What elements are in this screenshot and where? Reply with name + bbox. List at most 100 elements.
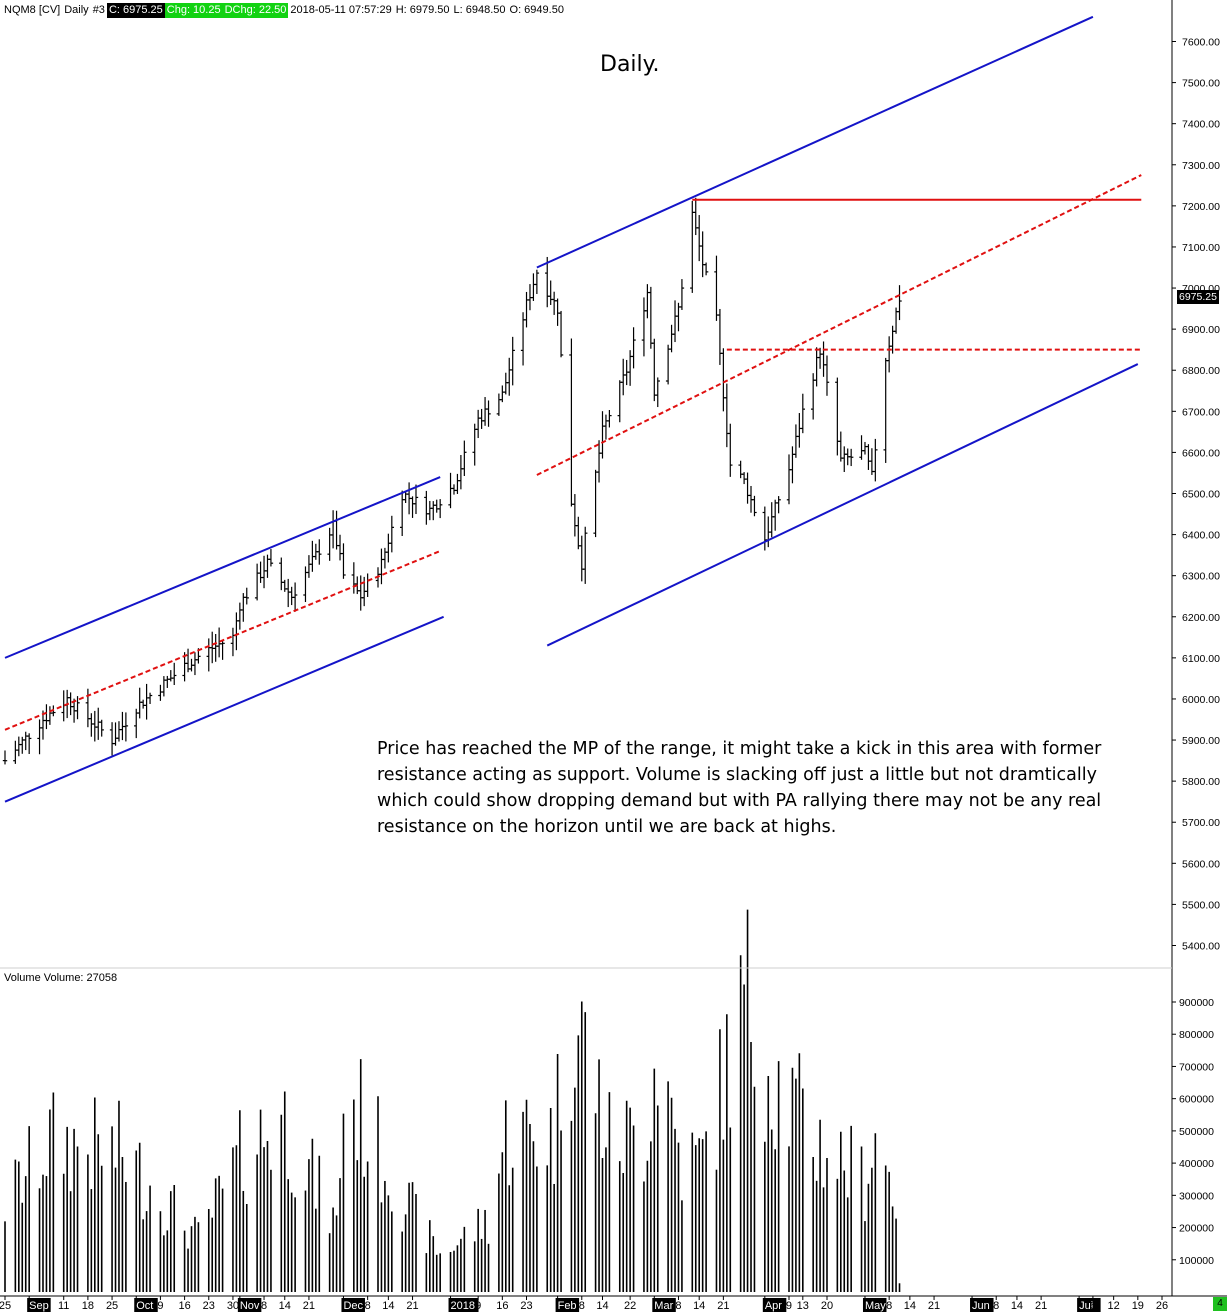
price-tick-label: 7400.00 (1182, 119, 1220, 131)
day-label: 11 (58, 1300, 69, 1312)
window-label: #3 (92, 4, 105, 16)
month-label-box (237, 1298, 262, 1312)
volume-axis: 100000 200000 300000 400000 500000 600000 7000… (1172, 997, 1214, 1267)
month-label-box (448, 1298, 479, 1312)
volume-tick-label: 300000 (1179, 1190, 1214, 1202)
volume-tick-label: 700000 (1179, 1061, 1214, 1073)
month-label-box (134, 1298, 158, 1312)
day-label: 13 (797, 1300, 809, 1312)
price-tick-label: 7300.00 (1182, 160, 1220, 172)
volume-tick-label: 900000 (1179, 997, 1214, 1009)
day-label: 25 (0, 1300, 11, 1312)
price-bars (2, 197, 902, 765)
day-label: 8 (993, 1300, 999, 1312)
volume-tick-label: 400000 (1179, 1158, 1214, 1170)
day-label: 21 (928, 1300, 940, 1312)
month-label: May (865, 1300, 886, 1312)
month-label-box (27, 1298, 51, 1312)
day-label: 21 (303, 1300, 315, 1312)
open-value: O: 6949.50 (509, 4, 564, 16)
price-tick-label: 5500.00 (1182, 899, 1220, 911)
price-tick-label: 7200.00 (1182, 201, 1220, 213)
price-tick-label: 5900.00 (1182, 735, 1220, 747)
volume-tick-label: 100000 (1179, 1255, 1214, 1267)
day-label: 8 (365, 1300, 371, 1312)
day-label: 14 (693, 1300, 705, 1312)
month-label: Apr (765, 1300, 782, 1312)
price-tick-label: 7600.00 (1182, 37, 1220, 49)
day-label: 9 (786, 1300, 792, 1312)
day-label: 26 (1156, 1300, 1168, 1312)
volume-pane-label: Volume Volume: 27058 (4, 972, 118, 984)
day-label: 25 (106, 1300, 118, 1312)
month-label: Jun (972, 1300, 990, 1312)
month-label: Nov (240, 1300, 260, 1312)
price-tick-label: 5600.00 (1182, 858, 1220, 870)
high-value: H: 6979.50 (395, 4, 450, 16)
day-label: 14 (382, 1300, 394, 1312)
price-tick-label: 6400.00 (1182, 530, 1220, 542)
day-label: 16 (496, 1300, 508, 1312)
day-label: 14 (904, 1300, 916, 1312)
price-tick-label: 5400.00 (1182, 941, 1220, 953)
volume-tick-label: 600000 (1179, 1094, 1214, 1106)
price-tick-label: 6300.00 (1182, 571, 1220, 583)
month-label-box (652, 1298, 676, 1312)
month-label: Dec (343, 1300, 363, 1312)
low-value: L: 6948.50 (453, 4, 506, 16)
trend-lines (4, 15, 1142, 803)
month-label-box (970, 1298, 994, 1312)
month-label: Mar (654, 1300, 673, 1312)
day-label: 14 (279, 1300, 291, 1312)
day-label: 6 (1090, 1300, 1096, 1312)
channel-1-upper-line (4, 476, 441, 659)
day-label: 21 (717, 1300, 729, 1312)
month-label: Feb (558, 1300, 577, 1312)
day-label: 30 (227, 1300, 239, 1312)
price-tick-label: 7100.00 (1182, 242, 1220, 254)
price-tick-label: 6900.00 (1182, 324, 1220, 336)
day-label: 19 (1132, 1300, 1144, 1312)
month-label: 2018 (451, 1300, 475, 1312)
channel-2-mid-line (536, 174, 1142, 476)
channel-2-lower-line (546, 363, 1139, 647)
last-price-marker: 6975.25 (1177, 290, 1219, 304)
volume-tick-label: 200000 (1179, 1223, 1214, 1235)
price-tick-label: 6100.00 (1182, 653, 1220, 665)
chart-title-annotation: Daily. (600, 52, 660, 77)
day-label: 16 (178, 1300, 190, 1312)
time-axis: 25 Sep 11 18 25 Oct 9 16 23 30 Nov 8 14 21 Dec 8 14 21 201… (0, 1296, 1168, 1312)
day-label: 21 (406, 1300, 418, 1312)
price-tick-label: 6200.00 (1182, 612, 1220, 624)
day-label: 8 (886, 1300, 892, 1312)
month-label-box (762, 1298, 787, 1312)
day-label: 9 (157, 1300, 163, 1312)
day-label: 9 (475, 1300, 481, 1312)
price-tick-label: 6600.00 (1182, 447, 1220, 459)
day-label: 18 (82, 1300, 94, 1312)
month-label-box (862, 1298, 887, 1312)
channel-1-mid-line (4, 550, 441, 731)
price-tick-label: 6800.00 (1182, 365, 1220, 377)
day-label: 23 (520, 1300, 532, 1312)
price-tick-label: 6700.00 (1182, 406, 1220, 418)
symbol-label[interactable]: NQM8 [CV] (4, 4, 61, 16)
day-label: 20 (821, 1300, 833, 1312)
price-tick-label: 6000.00 (1182, 694, 1220, 706)
volume-bars (4, 909, 901, 1292)
change-value: Chg: 10.25 (164, 3, 223, 18)
analysis-note: Price has reached the MP of the range, i… (377, 739, 1102, 837)
volume-tick-label: 500000 (1179, 1126, 1214, 1138)
close-value: C: 6975.25 (106, 3, 165, 18)
price-tick-label: 6500.00 (1182, 489, 1220, 501)
corner-badge[interactable]: 4 (1213, 1297, 1227, 1311)
interval-label[interactable]: Daily (64, 4, 89, 16)
volume-tick-label: 800000 (1179, 1029, 1214, 1041)
timestamp: 2018-05-11 07:57:29 (290, 4, 392, 16)
day-label: 8 (675, 1300, 681, 1312)
price-tick-label: 5800.00 (1182, 776, 1220, 788)
month-label: Oct (136, 1300, 153, 1312)
day-label: 22 (624, 1300, 636, 1312)
chart-header: NQM8 [CV] Daily #3 C: 6975.25 Chg: 10.25… (2, 3, 566, 18)
